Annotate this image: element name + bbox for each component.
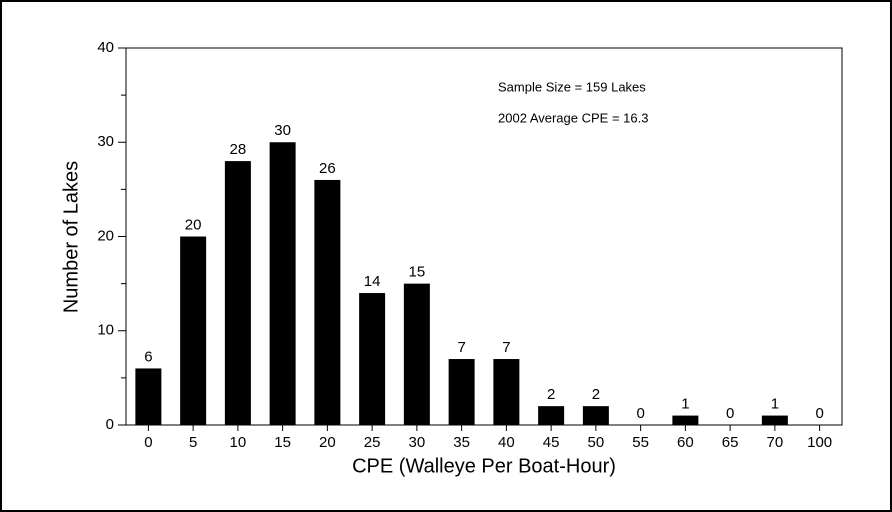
data-label: 28 — [230, 141, 247, 158]
data-label: 0 — [815, 405, 823, 422]
y-tick-label: 10 — [97, 322, 114, 339]
x-tick-label: 25 — [364, 434, 381, 451]
bar — [448, 359, 475, 425]
data-label: 30 — [274, 122, 291, 139]
x-tick-label: 0 — [144, 434, 152, 451]
data-label: 15 — [409, 264, 426, 281]
bar — [314, 179, 341, 425]
y-tick-label: 20 — [97, 227, 114, 244]
y-tick-label: 40 — [97, 39, 114, 56]
x-tick-label: 60 — [677, 434, 694, 451]
bar — [135, 368, 162, 425]
x-axis-title: CPE (Walleye Per Boat-Hour) — [352, 455, 616, 477]
x-tick-label: 50 — [588, 434, 605, 451]
data-label: 0 — [636, 405, 644, 422]
x-tick-label: 5 — [189, 434, 197, 451]
bar — [359, 293, 386, 425]
x-tick-label: 20 — [319, 434, 336, 451]
bar — [180, 236, 207, 425]
data-label: 6 — [144, 348, 152, 365]
y-axis-title: Number of Lakes — [60, 161, 82, 313]
y-tick-label: 0 — [106, 416, 114, 433]
data-label: 7 — [457, 339, 465, 356]
data-label: 1 — [771, 396, 779, 413]
bar — [269, 142, 296, 425]
annotation: Sample Size = 159 Lakes — [498, 79, 646, 94]
data-label: 7 — [502, 339, 510, 356]
data-label: 1 — [681, 396, 689, 413]
x-tick-label: 45 — [543, 434, 560, 451]
data-label: 2 — [592, 386, 600, 403]
bar — [582, 406, 609, 425]
bar — [403, 283, 430, 425]
x-tick-label: 35 — [453, 434, 470, 451]
x-tick-label: 15 — [274, 434, 291, 451]
bar — [672, 415, 699, 425]
annotation: 2002 Average CPE = 16.3 — [498, 110, 648, 125]
x-tick-label: 10 — [230, 434, 247, 451]
data-label: 26 — [319, 160, 336, 177]
bar — [761, 415, 788, 425]
bar — [538, 406, 565, 425]
data-label: 0 — [726, 405, 734, 422]
data-label: 20 — [185, 216, 202, 233]
x-tick-label: 65 — [722, 434, 739, 451]
bar — [224, 161, 251, 425]
x-tick-label: 30 — [409, 434, 426, 451]
x-tick-label: 40 — [498, 434, 515, 451]
bar — [493, 359, 520, 425]
x-tick-label: 70 — [767, 434, 784, 451]
x-tick-label: 55 — [632, 434, 649, 451]
y-tick-label: 30 — [97, 133, 114, 150]
x-tick-label: 100 — [807, 434, 832, 451]
data-label: 2 — [547, 386, 555, 403]
data-label: 14 — [364, 273, 381, 290]
